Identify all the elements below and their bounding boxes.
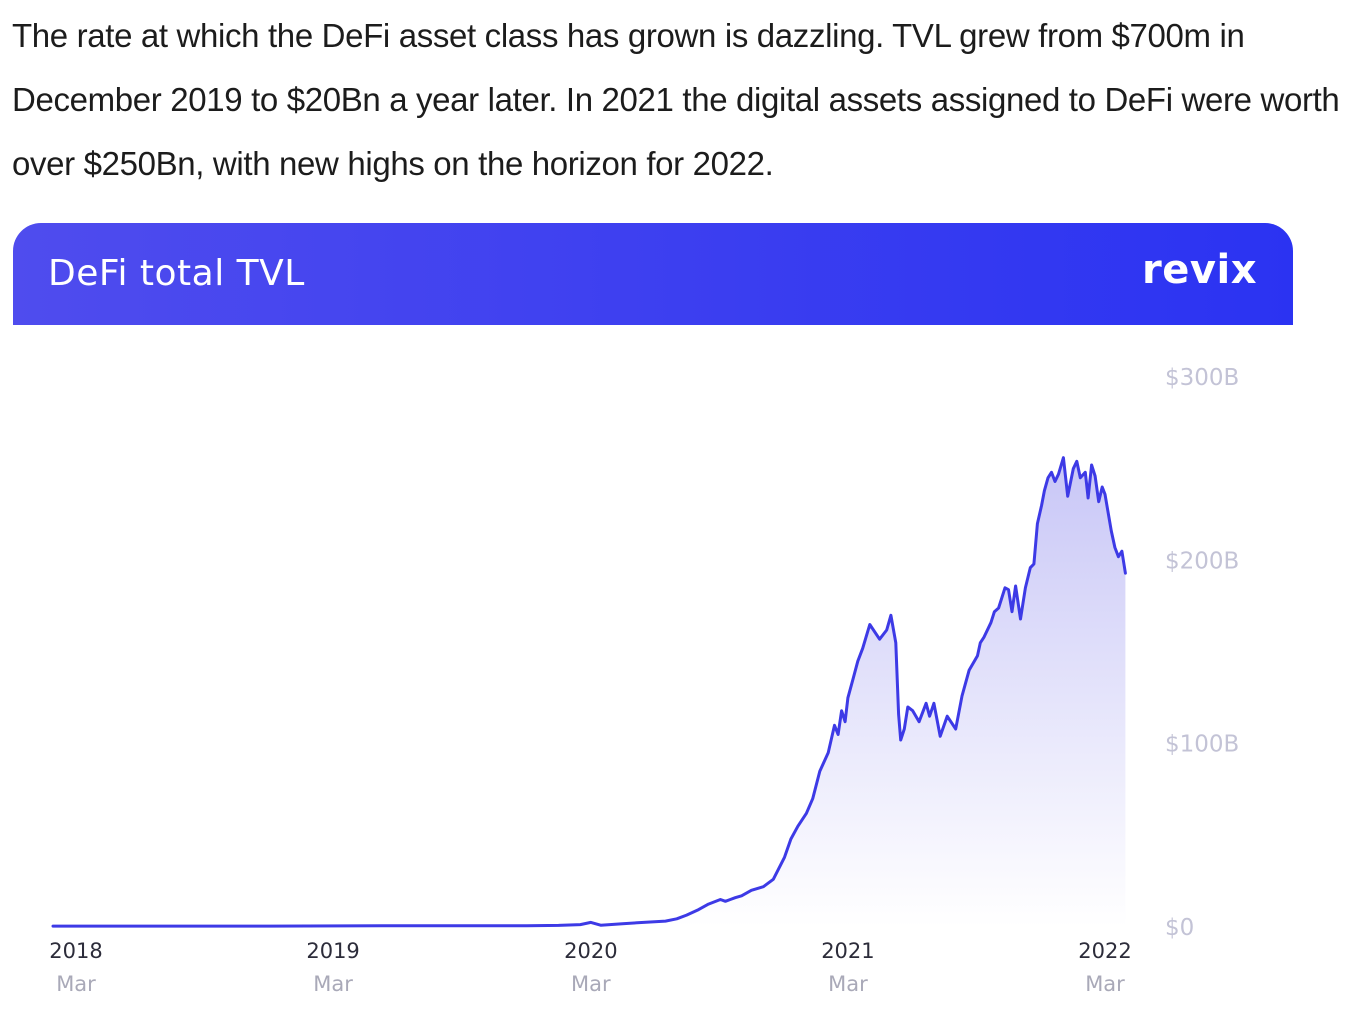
x-tick-year-label: 2022 <box>1078 939 1131 963</box>
chart-title: DeFi total TVL <box>48 253 305 294</box>
y-tick-label: $100B <box>1165 732 1239 758</box>
x-tick-year-label: 2019 <box>306 939 359 963</box>
y-axis: $0 $100B $200B $300B <box>1165 365 1239 941</box>
y-tick-label: $200B <box>1165 548 1239 574</box>
tvl-series-line <box>51 456 1127 928</box>
line-layer <box>51 456 1127 928</box>
brand-logo: revix <box>1142 247 1257 293</box>
x-tick-year-label: 2018 <box>49 939 102 963</box>
x-tick-month-label: Mar <box>571 972 611 996</box>
chart-plot-area: $0$100B$200B$300B 2018Mar2019Mar2020Mar2… <box>49 365 1239 996</box>
x-tick-month-label: Mar <box>56 972 96 996</box>
area-layer <box>53 457 1126 927</box>
y-tick-label: $300B <box>1165 365 1239 391</box>
y-tick-label: $0 <box>1165 915 1194 941</box>
x-tick-month-label: Mar <box>828 972 868 996</box>
article-paragraph: The rate at which the DeFi asset class h… <box>12 17 1340 182</box>
tvl-area-fill <box>53 457 1126 927</box>
chart-header: DeFi total TVL revix <box>13 223 1293 325</box>
x-tick-year-label: 2020 <box>564 939 617 963</box>
x-tick-year-label: 2021 <box>821 939 874 963</box>
x-tick-month-label: Mar <box>1085 972 1125 996</box>
x-axis: 2018 Mar 2019 Mar 2020 Mar 2021 Mar 2022 Mar <box>49 939 1131 996</box>
x-tick-month-label: Mar <box>313 972 353 996</box>
